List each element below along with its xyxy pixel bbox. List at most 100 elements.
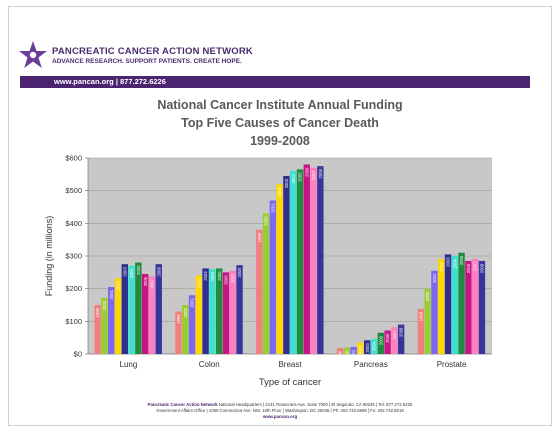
bar-year-label: 2004: [452, 258, 457, 268]
bar: [417, 308, 425, 354]
x-tick-label: Pancreas: [354, 360, 388, 369]
bar: [155, 264, 162, 354]
bar: [391, 327, 398, 354]
bar: [229, 270, 236, 354]
bar: [458, 252, 465, 354]
x-tick-label: Colon: [199, 360, 220, 369]
org-tagline: ADVANCE RESEARCH. SUPPORT PATIENTS. CREA…: [52, 58, 242, 65]
bar: [357, 342, 364, 354]
bar: [424, 288, 431, 354]
bar-year-label: 2002: [116, 281, 121, 291]
footer-address-line2: Government Affairs Office | 1050 Connect…: [156, 408, 404, 413]
bar: [215, 268, 223, 354]
bar: [236, 265, 243, 354]
bar: [343, 347, 351, 354]
bar: [303, 164, 310, 354]
bar: [222, 272, 230, 354]
bar: [141, 273, 149, 354]
bar-year-label: 2003: [365, 343, 370, 353]
bar: [256, 229, 263, 354]
bar: [269, 200, 277, 354]
bar: [101, 297, 108, 354]
x-tick-label: Breast: [278, 360, 302, 369]
bar: [471, 258, 479, 354]
bar: [296, 169, 304, 354]
chart-year-range: 1999-2008: [250, 134, 310, 148]
bar-year-label: 2006: [466, 263, 471, 273]
org-name: PANCREATIC CANCER ACTION NETWORK: [52, 46, 253, 57]
bar-year-label: 1999: [176, 314, 181, 324]
bar: [451, 256, 458, 354]
bar: [114, 278, 122, 354]
bar-year-label: 2002: [277, 186, 282, 196]
bar-year-label: 2007: [473, 261, 478, 271]
bar: [175, 311, 182, 354]
bar-year-label: 2002: [439, 262, 444, 272]
bar-year-label: 2001: [351, 349, 356, 359]
y-tick-label: $600: [65, 154, 82, 163]
bar-year-label: 2003: [203, 271, 208, 281]
bar-year-label: 2006: [224, 275, 229, 285]
org-logo: PANCREATIC CANCER ACTION NETWORK ADVANCE…: [18, 40, 318, 72]
bar-year-label: 2003: [284, 178, 289, 188]
bar-year-label: 2005: [459, 255, 464, 265]
bar-year-label: 2008: [237, 267, 242, 277]
bar: [438, 259, 445, 354]
bar-year-label: 2003: [446, 257, 451, 267]
bar: [128, 265, 135, 354]
bar-year-label: 2006: [143, 276, 148, 286]
bar-year-label: 2000: [344, 350, 349, 360]
bar: [478, 260, 486, 354]
bar: [364, 340, 371, 354]
chart-title: National Cancer Institute Annual Funding: [157, 98, 403, 112]
y-tick-label: $100: [65, 317, 82, 326]
bar-year-label: 2008: [318, 169, 323, 179]
bar-year-label: 1999: [257, 232, 262, 242]
bar-year-label: 2005: [378, 335, 383, 345]
purple-star-icon: [19, 41, 47, 68]
bar-year-label: 2003: [122, 267, 127, 277]
bar-year-label: 2007: [311, 170, 316, 180]
y-axis-title: Funding (in millions): [44, 216, 54, 297]
bar-year-label: 2004: [372, 341, 377, 351]
bar: [283, 175, 290, 354]
bar-year-label: 1999: [418, 311, 423, 321]
bar: [336, 348, 344, 354]
bar: [370, 338, 378, 354]
bar-year-label: 2001: [432, 273, 437, 283]
bar: [384, 330, 391, 354]
bar-year-label: 2005: [217, 271, 222, 281]
bar-year-label: 2000: [264, 216, 269, 226]
bar-year-label: 2001: [109, 289, 114, 299]
bar-year-label: 2002: [196, 278, 201, 288]
bar: [121, 264, 128, 354]
bar: [290, 171, 297, 354]
bar-year-label: 2004: [291, 173, 296, 183]
bar: [444, 254, 452, 354]
chart-subtitle: Top Five Causes of Cancer Death: [181, 116, 379, 130]
bar: [94, 305, 101, 354]
bar: [310, 167, 317, 354]
bar: [108, 287, 115, 354]
bar: [377, 332, 384, 354]
bar: [209, 269, 216, 354]
footer-org-name: Pancreatic Cancer Action Network: [147, 402, 218, 407]
bar-year-label: 2007: [150, 279, 155, 289]
bar-year-label: 2005: [136, 265, 141, 275]
bar-year-label: 2008: [399, 327, 404, 337]
bar-year-label: 2004: [129, 268, 134, 278]
bar-year-label: 2007: [392, 330, 397, 340]
bar-year-label: 2002: [358, 345, 363, 355]
bar: [135, 262, 142, 354]
bar-year-label: 2007: [230, 273, 235, 283]
bar-year-label: 2005: [298, 172, 303, 182]
footer-hq-address: National Headquarters | 2141 Rosecrans A…: [218, 402, 413, 407]
x-axis-title: Type of cancer: [259, 377, 321, 388]
y-tick-label: $400: [65, 219, 82, 228]
bar: [317, 166, 324, 354]
footer-website: www.pancan.org: [262, 414, 298, 419]
bar: [465, 260, 472, 354]
y-tick-label: $200: [65, 284, 82, 293]
bar-year-label: 2008: [156, 267, 161, 277]
